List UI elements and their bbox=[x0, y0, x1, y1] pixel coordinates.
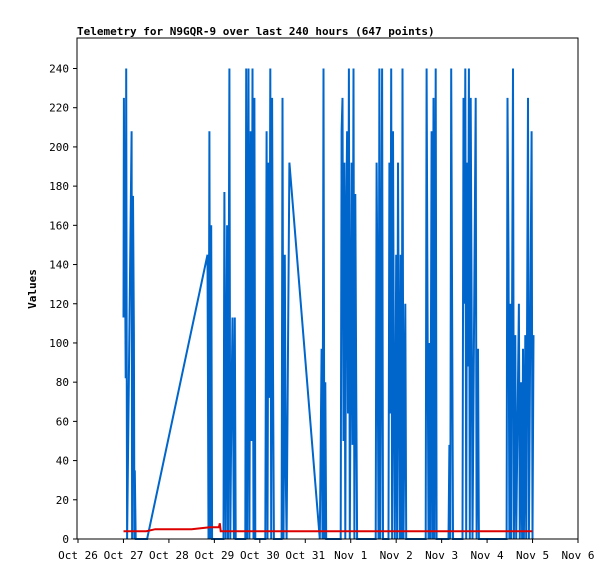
y-tick-label: 220 bbox=[49, 102, 69, 115]
x-tick-label: Nov 1 bbox=[334, 549, 367, 562]
y-tick-label: 20 bbox=[56, 494, 69, 507]
y-axis-label: Values bbox=[26, 269, 39, 309]
x-tick-label: Oct 27 bbox=[104, 549, 144, 562]
plot-area-frame bbox=[76, 37, 579, 540]
series-line-1 bbox=[122, 68, 535, 540]
y-tick-label: 120 bbox=[49, 298, 69, 311]
y-tick-label: 160 bbox=[49, 219, 69, 232]
x-tick-label: Nov 4 bbox=[471, 549, 504, 562]
y-tick-label: 140 bbox=[49, 259, 69, 272]
y-tick-label: 240 bbox=[49, 63, 69, 76]
x-tick-label: Nov 2 bbox=[380, 549, 413, 562]
x-axis: Oct 26 Oct 27 Oct 28 Oct 29 Oct 30 Oct 31 Nov … bbox=[58, 539, 595, 562]
x-tick-label: Oct 28 bbox=[149, 549, 189, 562]
x-tick-label: Oct 26 bbox=[58, 549, 98, 562]
y-tick-label: 60 bbox=[56, 415, 69, 428]
y-axis: 0 20 40 60 80 100 120 140 160 180 200 220 240 bbox=[49, 63, 77, 546]
x-tick-label: Oct 29 bbox=[194, 549, 234, 562]
x-tick-label: Nov 6 bbox=[561, 549, 594, 562]
series-line-2 bbox=[123, 523, 533, 533]
y-tick-label: 40 bbox=[56, 455, 69, 468]
x-tick-label: Nov 5 bbox=[516, 549, 549, 562]
series-layer bbox=[122, 68, 535, 540]
y-tick-label: 180 bbox=[49, 180, 69, 193]
chart-title: Telemetry for N9GQR-9 over last 240 hour… bbox=[77, 25, 435, 38]
y-tick-label: 80 bbox=[56, 376, 69, 389]
y-tick-label: 200 bbox=[49, 141, 69, 154]
y-tick-label: 100 bbox=[49, 337, 69, 350]
x-tick-label: Oct 30 bbox=[240, 549, 280, 562]
x-tick-label: Nov 3 bbox=[425, 549, 458, 562]
x-tick-label: Oct 31 bbox=[285, 549, 325, 562]
y-tick-label: 0 bbox=[62, 533, 69, 546]
